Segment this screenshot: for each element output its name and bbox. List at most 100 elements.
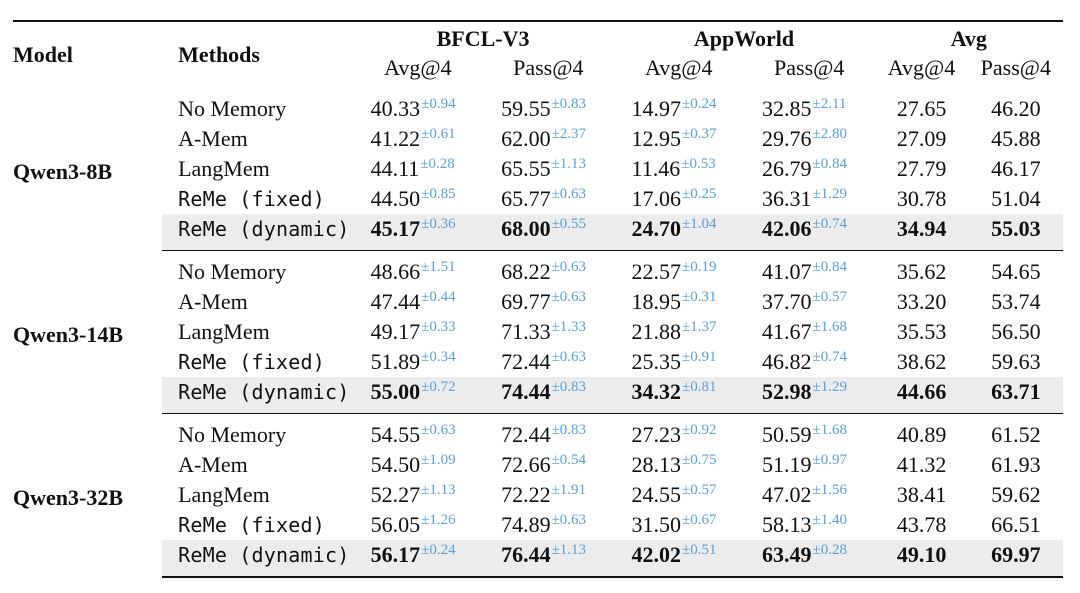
score-value: 48.66: [370, 259, 421, 284]
score-value: 42.06: [761, 216, 812, 241]
score-std: ±0.37: [682, 126, 717, 142]
score-cell: 42.06±0.74: [743, 214, 875, 251]
score-value: 31.50: [631, 512, 682, 537]
score-cell: 62.00±2.37: [483, 124, 613, 154]
score-value: 11.46: [631, 156, 681, 181]
score-value: 25.35: [631, 349, 682, 374]
metric-header: Avg@4: [645, 55, 713, 80]
model-column-header: Model: [13, 42, 73, 67]
average-score: 54.65: [991, 259, 1041, 284]
score-value: 42.02: [631, 542, 682, 567]
score-cell: 41.67±1.68: [744, 317, 874, 347]
score-std: ±0.34: [421, 349, 456, 365]
score-cell: 63.49±0.28: [743, 540, 875, 578]
group-header-avg: Avg: [950, 26, 987, 51]
score-value: 55.00: [370, 379, 421, 404]
score-cell: 24.55±0.57: [614, 480, 744, 510]
score-value: 32.85: [761, 96, 812, 121]
score-std: ±2.11: [812, 96, 847, 112]
score-value: 44.11: [370, 156, 420, 181]
method-name: ReMe (fixed): [178, 513, 325, 537]
score-cell: 69.77±0.63: [483, 287, 613, 317]
score-std: ±1.13: [551, 156, 587, 172]
score-cell: 32.85±2.11: [744, 88, 874, 124]
average-score: 56.50: [991, 319, 1041, 344]
score-cell: 28.13±0.75: [614, 450, 744, 480]
score-std: ±0.31: [682, 289, 717, 305]
average-score: 49.10: [874, 540, 969, 578]
table-row: A-Mem 54.50±1.09 72.66±0.54 28.13±0.75 51.19…: [13, 450, 1063, 480]
score-value: 12.95: [631, 126, 682, 151]
score-std: ±1.56: [812, 482, 847, 498]
score-value: 65.55: [501, 156, 551, 181]
score-std: ±1.13: [421, 482, 456, 498]
average-score: 59.63: [991, 349, 1041, 374]
score-cell: 58.13±1.40: [744, 510, 874, 540]
score-std: ±0.97: [812, 452, 847, 468]
average-score: 40.89: [896, 422, 947, 447]
method-name: No Memory: [178, 96, 287, 121]
score-std: ±1.09: [421, 452, 456, 468]
score-cell: 47.02±1.56: [744, 480, 874, 510]
score-cell: 41.22±0.61: [353, 124, 483, 154]
score-std: ±0.54: [551, 452, 587, 468]
score-cell: 25.35±0.91: [614, 347, 744, 377]
group-header-appworld: AppWorld: [693, 26, 795, 51]
score-cell: 44.50±0.85: [353, 184, 483, 214]
method-name: LangMem: [178, 482, 270, 507]
table-row: ReMe (dynamic) 55.00±0.72 74.44±0.83 34.32±…: [13, 377, 1063, 414]
score-std: ±0.83: [551, 96, 587, 112]
table-row: LangMem 49.17±0.33 71.33±1.33 21.88±1.37 41.…: [13, 317, 1063, 347]
score-value: 68.22: [501, 259, 551, 284]
score-std: ±0.61: [421, 126, 456, 142]
score-value: 40.33: [370, 96, 421, 121]
table-header: Model Methods BFCL-V3 AppWorld Avg Avg@4…: [13, 21, 1063, 88]
score-std: ±0.92: [682, 422, 717, 438]
average-score: 45.88: [991, 126, 1041, 151]
score-std: ±1.51: [421, 259, 456, 275]
average-score: 27.65: [896, 96, 947, 121]
score-value: 63.49: [761, 542, 812, 567]
score-value: 76.44: [501, 542, 551, 567]
score-cell: 36.31±1.29: [744, 184, 874, 214]
average-score: 34.94: [874, 214, 969, 251]
table-row: A-Mem 47.44±0.44 69.77±0.63 18.95±0.31 37.70…: [13, 287, 1063, 317]
model-name: Qwen3-14B: [13, 322, 123, 347]
score-std: ±1.33: [551, 319, 587, 335]
average-score: 55.03: [968, 214, 1063, 251]
group-header-bfcl: BFCL-V3: [436, 26, 530, 51]
method-name: ReMe (dynamic): [162, 214, 353, 251]
score-cell: 74.44±0.83: [483, 377, 614, 414]
score-std: ±0.24: [682, 96, 717, 112]
score-value: 62.00: [501, 126, 551, 151]
score-cell: 71.33±1.33: [483, 317, 613, 347]
score-cell: 51.89±0.34: [353, 347, 483, 377]
score-std: ±0.84: [812, 156, 847, 172]
score-std: ±0.74: [812, 349, 847, 365]
score-std: ±0.67: [682, 512, 717, 528]
method-name: ReMe (fixed): [178, 187, 325, 211]
score-value: 50.59: [761, 422, 812, 447]
score-std: ±1.68: [812, 319, 847, 335]
score-std: ±1.37: [682, 319, 717, 335]
score-value: 72.44: [501, 422, 551, 447]
score-cell: 41.07±0.84: [744, 251, 874, 288]
average-score: 35.62: [896, 259, 947, 284]
score-value: 46.82: [761, 349, 812, 374]
metric-header: Avg@4: [384, 55, 452, 80]
score-value: 72.66: [501, 452, 551, 477]
score-value: 41.07: [761, 259, 812, 284]
score-value: 74.89: [501, 512, 551, 537]
score-value: 27.23: [631, 422, 682, 447]
score-cell: 68.00±0.55: [483, 214, 614, 251]
score-value: 54.55: [370, 422, 421, 447]
score-cell: 56.05±1.26: [353, 510, 483, 540]
method-name: No Memory: [178, 422, 287, 447]
score-cell: 52.98±1.29: [743, 377, 875, 414]
average-score: 44.66: [874, 377, 969, 414]
score-cell: 51.19±0.97: [744, 450, 874, 480]
average-score: 41.32: [896, 452, 947, 477]
score-std: ±0.63: [551, 259, 587, 275]
method-name: A-Mem: [178, 289, 248, 314]
score-cell: 44.11±0.28: [353, 154, 483, 184]
